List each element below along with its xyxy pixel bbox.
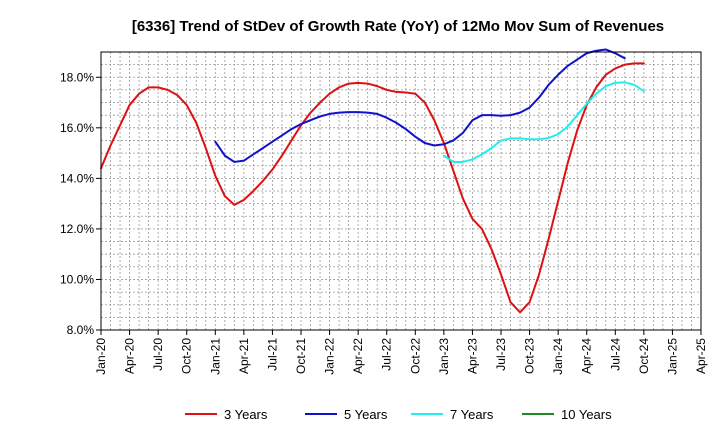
series-lines (100, 48, 645, 314)
x-tick-label: Jul-22 (380, 338, 394, 371)
y-tick-label: 10.0% (60, 272, 94, 286)
y-tick-label: 18.0% (60, 70, 94, 84)
x-tick-label: Apr-25 (694, 338, 708, 374)
legend-label: 5 Years (344, 407, 388, 422)
y-tick-label: 8.0% (67, 323, 95, 337)
x-tick-label: Jul-20 (151, 338, 165, 371)
x-tick-label: Jul-23 (494, 338, 508, 371)
gridlines (101, 52, 701, 330)
legend-item-10-years: 10 Years (522, 407, 612, 422)
legend-item-3-years: 3 Years (185, 407, 268, 422)
legend-label: 7 Years (450, 407, 494, 422)
y-axis: 8.0% 10.0% 12.0% 14.0% 16.0% 18.0% (60, 70, 101, 337)
y-tick-label: 12.0% (60, 222, 94, 236)
x-tick-label: Jan-23 (437, 338, 451, 375)
x-tick-label: Oct-20 (180, 338, 194, 374)
x-tick-label: Jul-24 (608, 338, 622, 371)
plot-area-frame (100, 51, 702, 331)
legend-label: 10 Years (561, 407, 612, 422)
x-tick-label: Oct-21 (294, 338, 308, 374)
x-tick-label: Apr-21 (237, 338, 251, 374)
x-tick-label: Apr-24 (580, 338, 594, 374)
x-tick-label: Apr-22 (351, 338, 365, 374)
y-tick-label: 14.0% (60, 171, 94, 185)
x-tick-label: Jul-21 (265, 338, 279, 371)
series-line-3-years (100, 62, 645, 314)
x-tick-label: Apr-23 (465, 338, 479, 374)
legend-item-5-years: 5 Years (305, 407, 388, 422)
x-tick-label: Apr-20 (123, 338, 137, 374)
series-line-7-years (442, 81, 645, 163)
x-tick-label: Oct-23 (523, 338, 537, 374)
y-tick-label: 16.0% (60, 121, 94, 135)
x-tick-label: Oct-22 (408, 338, 422, 374)
chart-title: [6336] Trend of StDev of Growth Rate (Yo… (132, 18, 664, 35)
x-tick-label: Oct-24 (637, 338, 651, 374)
legend-item-7-years: 7 Years (411, 407, 494, 422)
series-line-5-years (214, 48, 626, 163)
x-tick-label: Jan-24 (551, 338, 565, 375)
legend-label: 3 Years (224, 407, 268, 422)
x-tick-label: Jan-20 (94, 338, 108, 375)
legend: 3 Years 5 Years 7 Years 10 Years (185, 407, 612, 422)
x-tick-label: Jan-25 (665, 338, 679, 375)
x-tick-label: Jan-22 (323, 338, 337, 375)
x-axis: Jan-20 Apr-20 Jul-20 Oct-20 Jan-21 Apr-21 Jul-… (94, 330, 708, 375)
x-tick-label: Jan-21 (208, 338, 222, 375)
